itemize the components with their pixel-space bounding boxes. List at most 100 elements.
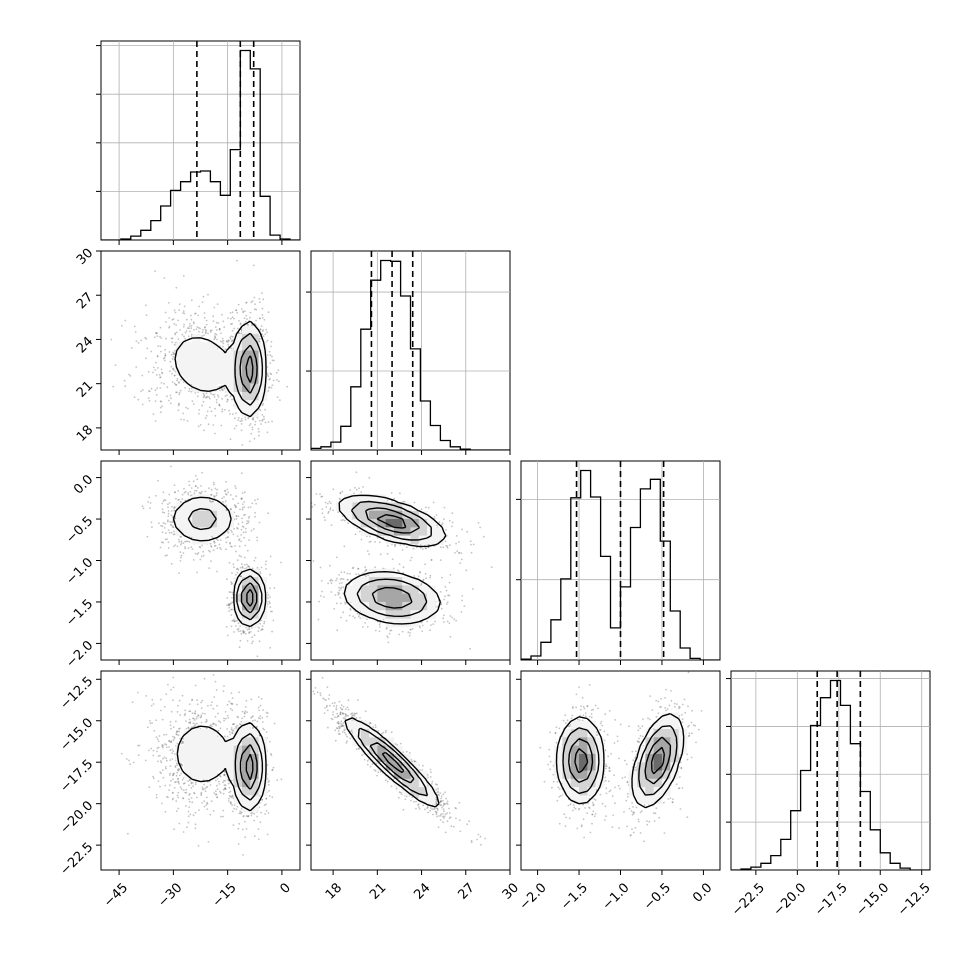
- scatter-point: [259, 717, 261, 720]
- density-cell: [241, 577, 251, 586]
- scatter-point: [257, 630, 260, 632]
- scatter-point: [201, 786, 204, 789]
- scatter-point: [218, 328, 221, 331]
- pair-panel-0-3: [96, 670, 301, 875]
- scatter-point: [215, 790, 217, 793]
- scatter-point: [163, 277, 166, 279]
- scatter-point: [270, 345, 272, 348]
- scatter-point: [224, 489, 227, 492]
- scatter-point: [180, 418, 182, 421]
- scatter-point: [172, 739, 175, 742]
- scatter-point: [235, 495, 238, 498]
- scatter-point: [230, 802, 232, 805]
- scatter-point: [176, 794, 179, 797]
- scatter-point: [237, 630, 240, 633]
- scatter-point: [161, 743, 164, 746]
- scatter-point: [203, 677, 206, 680]
- scatter-point: [219, 546, 221, 549]
- scatter-point: [160, 350, 162, 353]
- scatter-point: [181, 741, 184, 744]
- scatter-point: [216, 338, 218, 341]
- scatter-point: [214, 680, 217, 683]
- scatter-point: [222, 788, 225, 791]
- scatter-point: [203, 800, 206, 803]
- scatter-point: [200, 794, 203, 797]
- scatter-point: [240, 540, 243, 543]
- scatter-point: [176, 742, 179, 745]
- density-cell: [192, 375, 201, 385]
- scatter-point: [170, 524, 173, 527]
- scatter-point: [183, 714, 186, 717]
- density-cell: [241, 325, 251, 335]
- scatter-point: [185, 330, 188, 332]
- scatter-point: [225, 340, 228, 343]
- scatter-point: [234, 620, 237, 622]
- scatter-point: [183, 491, 186, 494]
- scatter-point: [172, 676, 175, 679]
- scatter-point: [215, 538, 218, 540]
- scatter-point: [235, 309, 238, 312]
- scatter-point: [240, 528, 243, 531]
- scatter-point: [273, 722, 276, 725]
- scatter-point: [221, 313, 223, 316]
- scatter-point: [191, 782, 194, 784]
- scatter-point: [180, 542, 183, 544]
- scatter-point: [238, 539, 240, 542]
- scatter-point: [261, 798, 264, 801]
- scatter-point: [208, 499, 211, 502]
- scatter-point: [218, 780, 220, 783]
- scatter-point: [243, 506, 246, 508]
- scatter-point: [213, 396, 216, 398]
- scatter-point: [230, 614, 233, 616]
- scatter-point: [202, 400, 205, 403]
- scatter-point: [227, 341, 229, 344]
- scatter-point: [171, 526, 174, 528]
- scatter-point: [241, 444, 244, 446]
- scatter-point: [230, 692, 233, 694]
- scatter-point: [254, 423, 256, 426]
- scatter-point: [233, 566, 235, 569]
- scatter-point: [176, 377, 179, 380]
- scatter-point: [170, 531, 173, 534]
- scatter-point: [259, 704, 262, 707]
- scatter-point: [228, 528, 230, 531]
- scatter-point: [168, 531, 171, 534]
- scatter-point: [256, 536, 258, 539]
- scatter-point: [169, 402, 172, 405]
- scatter-point: [158, 374, 161, 376]
- scatter-point: [228, 604, 231, 607]
- density-cell: [241, 408, 251, 418]
- scatter-point: [168, 399, 170, 402]
- scatter-point: [160, 541, 163, 544]
- scatter-point: [172, 797, 175, 800]
- scatter-point: [189, 491, 192, 493]
- scatter-point: [259, 301, 261, 304]
- pair-0-2-contour-0: [172, 496, 267, 628]
- scatter-point: [137, 398, 140, 401]
- scatter-point: [128, 759, 130, 762]
- scatter-point: [206, 801, 209, 804]
- scatter-point: [211, 500, 214, 503]
- scatter-point: [185, 805, 187, 807]
- scatter-point: [244, 418, 247, 421]
- scatter-point: [268, 780, 270, 782]
- scatter-point: [187, 547, 190, 549]
- scatter-point: [172, 778, 174, 780]
- scatter-point: [154, 420, 157, 422]
- scatter-point: [172, 774, 175, 776]
- scatter-point: [173, 753, 176, 755]
- scatter-point: [246, 549, 249, 552]
- scatter-point: [180, 535, 183, 538]
- scatter-point: [243, 310, 246, 313]
- scatter-point: [224, 787, 227, 790]
- scatter-point: [250, 698, 253, 701]
- scatter-point: [219, 775, 221, 777]
- scatter-point: [190, 797, 193, 799]
- scatter-point: [156, 355, 159, 357]
- scatter-point: [167, 683, 169, 686]
- scatter-point: [214, 414, 217, 417]
- scatter-point: [238, 812, 241, 815]
- scatter-point: [208, 396, 210, 398]
- density-cell: [233, 593, 243, 603]
- scatter-point: [233, 427, 236, 430]
